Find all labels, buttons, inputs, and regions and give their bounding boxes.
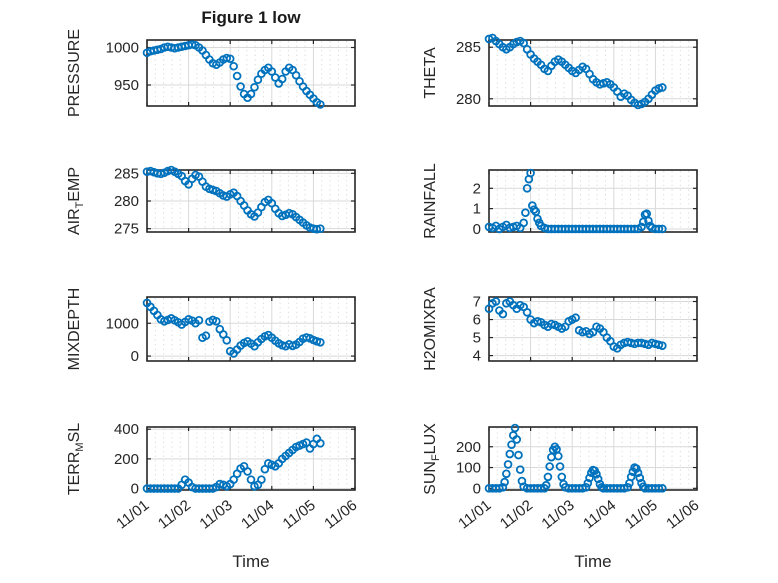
- minor-grid: [496, 171, 690, 231]
- x-axis-title-right: Time: [574, 552, 612, 571]
- tick-marks: [488, 40, 698, 106]
- x-tick-label: 11/01: [455, 497, 494, 533]
- y-axis-label-terr-msl: TERRMSL: [64, 349, 86, 569]
- x-tick-label: 11/01: [113, 497, 152, 533]
- subplot-air_temp: 275 280 285: [114, 165, 356, 238]
- ylabel-text: LUX: [422, 422, 439, 454]
- subplot-sun_flux: 0 100 200 11/01 11/02 11/03 11/04 11/05 11/06: [455, 423, 702, 533]
- axes-frame: [146, 296, 356, 362]
- y-tick-label: 200: [114, 451, 139, 468]
- y-tick-label: 2: [473, 180, 481, 197]
- axes-frame: [146, 39, 356, 107]
- axes-frame: [488, 296, 698, 362]
- y-tick-label: 200: [456, 439, 481, 456]
- y-tick-label: 0: [131, 481, 139, 498]
- y-tick-label: 285: [114, 165, 139, 182]
- axes-frame: [488, 426, 698, 491]
- ylabel-text: F: [430, 453, 442, 461]
- subplot-rainfall: 0 1 2: [473, 168, 698, 238]
- minor-grid: [154, 298, 348, 360]
- ylabel-text: EMP: [66, 166, 83, 202]
- x-tick-label: 11/03: [196, 497, 235, 533]
- x-tick-label: 11/06: [663, 497, 702, 533]
- ylabel-text: T: [74, 201, 86, 209]
- major-grid: [147, 427, 355, 490]
- y-tick-label: 1000: [106, 315, 139, 332]
- data-points: [142, 165, 325, 234]
- ylabel-text: SUN: [422, 460, 439, 495]
- data-points: [142, 434, 325, 493]
- y-tick-label: 6: [473, 312, 481, 329]
- x-tick-label: 11/05: [280, 497, 319, 533]
- data-points: [484, 423, 667, 493]
- axes-frame: [488, 39, 698, 107]
- major-grid: [147, 297, 355, 361]
- y-tick-label: 1: [473, 201, 481, 218]
- data-points: [484, 297, 667, 353]
- tick-marks: [488, 297, 698, 361]
- y-tick-label: 4: [473, 348, 481, 365]
- x-axis-title-left: Time: [232, 552, 270, 571]
- y-tick-label: 950: [114, 77, 139, 94]
- x-tick-label: 11/06: [321, 497, 360, 533]
- y-tick-label: 285: [456, 39, 481, 56]
- y-tick-label: 1000: [106, 40, 139, 57]
- y-tick-label: 280: [114, 193, 139, 210]
- minor-grid: [154, 428, 348, 489]
- data-points: [142, 298, 325, 358]
- y-tick-label: 5: [473, 330, 481, 347]
- major-grid: [147, 170, 355, 232]
- y-tick-label: 7: [473, 294, 481, 311]
- tick-marks: [146, 40, 356, 106]
- x-tick-label: 11/02: [497, 497, 536, 533]
- figure-title: Figure 1 low: [201, 8, 301, 27]
- ylabel-text: SL: [66, 422, 83, 442]
- x-tick-label: 11/03: [538, 497, 577, 533]
- tick-marks: [146, 297, 356, 361]
- ylabel-text: M: [74, 441, 86, 452]
- x-tick-label: 11/04: [238, 497, 277, 533]
- y-tick-label: 0: [131, 348, 139, 365]
- data-points: [142, 40, 325, 109]
- y-tick-label: 275: [114, 221, 139, 238]
- x-tick-label: 11/05: [622, 497, 661, 533]
- y-tick-label: 0: [473, 221, 481, 238]
- data-points: [484, 33, 667, 110]
- y-tick-label: 100: [456, 460, 481, 477]
- x-tick-label: 11/04: [580, 497, 619, 533]
- ylabel-text: TERR: [66, 451, 83, 495]
- y-tick-label: 400: [114, 421, 139, 438]
- subplot-terr_msl: 0 200 400 11/01 11/02 11/03 11/04 11/05 11/06: [113, 421, 360, 532]
- subplot-theta: 280 285: [456, 33, 698, 110]
- x-tick-label: 11/02: [155, 497, 194, 533]
- data-points: [484, 168, 667, 234]
- y-axis-label-sun-flux: SUNFLUX: [420, 349, 442, 569]
- subplot-mixdepth: 0 1000: [106, 296, 356, 365]
- subplot-pressure: 950 1000: [106, 39, 356, 109]
- y-tick-label: 0: [473, 480, 481, 497]
- y-tick-label: 280: [456, 91, 481, 108]
